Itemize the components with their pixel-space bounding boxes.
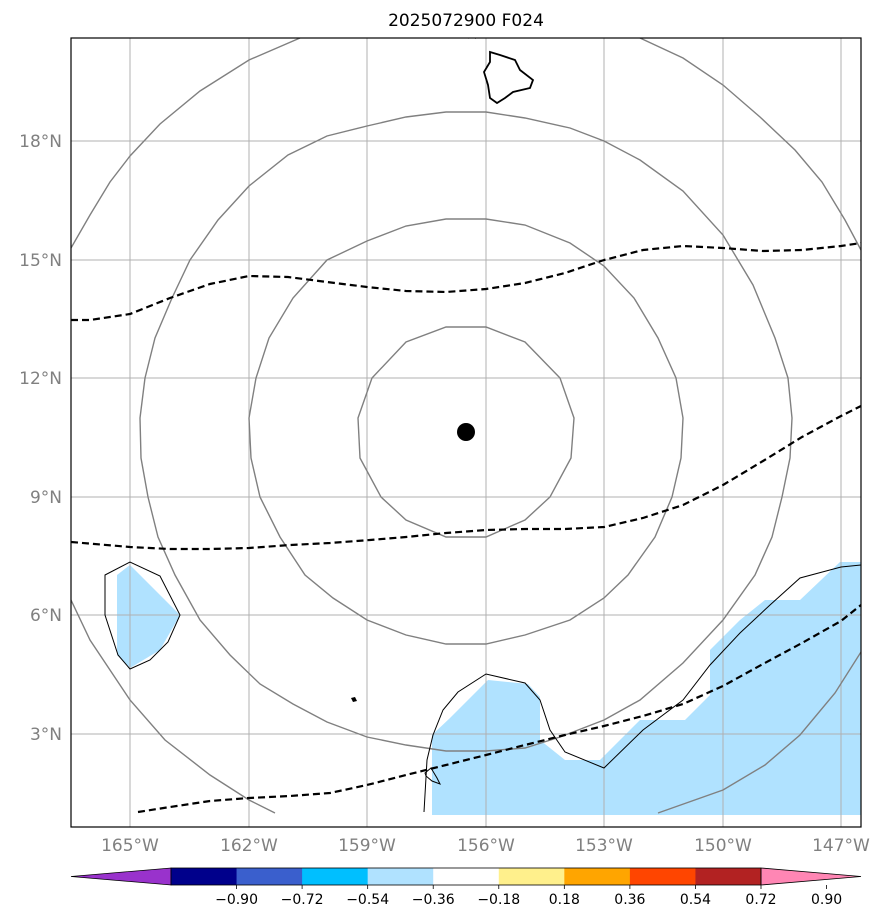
colorbar-extend-high [760,867,862,886]
lat-label: 12°N [19,369,62,389]
lon-axis: 165°W 162°W 159°W 156°W 153°W 150°W 147°… [101,836,870,856]
colorbar-segment [171,868,238,885]
lat-label: 3°N [30,725,62,745]
lon-label: 162°W [220,836,278,856]
dashed-contours [71,241,861,814]
colorbar-tick-label: −0.18 [477,892,520,908]
colorbar-outline [170,867,762,886]
map-frame [70,37,862,828]
dashed-contour-south [137,604,861,814]
contour-ring-4 [71,38,301,249]
map-plot-area [71,38,861,827]
lat-label: 9°N [30,488,62,508]
contour-ring-5b [657,651,861,814]
colorbar-segment [433,868,500,885]
contour-ring-3 [139,111,793,752]
storm-center-marker [457,423,475,441]
lat-label: 15°N [19,251,62,271]
colorbar-tick-label: −0.54 [346,892,389,908]
lon-label: 165°W [101,836,159,856]
colorbar-tick-label: −0.90 [215,892,258,908]
colorbar-tick-label: 0.72 [745,892,776,908]
colorbar-segment [236,868,303,885]
small-atoll-icon [351,697,357,702]
colorbar-tick-label: 0.18 [549,892,580,908]
colorbar: −0.90 −0.72 −0.54 −0.36 −0.18 0.18 0.36 0.54 0.7… [70,867,862,908]
lon-label: 153°W [575,836,633,856]
lon-label: 150°W [694,836,752,856]
colorbar-segment [629,868,696,885]
lon-label: 147°W [812,836,870,856]
dashed-contour-north [71,241,861,322]
anomaly-fill-south [432,562,861,815]
lon-label: 156°W [457,836,515,856]
small-island-south [424,767,442,785]
colorbar-segment [367,868,434,885]
contour-ring-2 [248,218,684,645]
contour-ring-4b [639,38,861,251]
chart-title: 2025072900 F024 [388,11,544,31]
lat-label: 6°N [30,606,62,626]
coastline-west [104,561,181,670]
colorbar-tick-label: 0.36 [614,892,645,908]
hawaii-island [483,50,535,105]
colorbar-tick-label: 0.90 [811,892,842,908]
contour-ring-1 [357,326,575,538]
grid-lines [71,38,861,827]
anomaly-fill-west [117,565,180,668]
lon-label: 159°W [338,836,396,856]
colorbar-tick-label: 0.54 [680,892,711,908]
colorbar-tick-label: −0.72 [281,892,324,908]
coastlines [104,561,861,813]
contour-ring-5 [71,599,276,814]
pressure-contours [71,38,861,814]
colorbar-segment [695,868,762,885]
lat-axis: 18°N 15°N 12°N 9°N 6°N 3°N [19,132,62,745]
colorbar-segment [302,868,369,885]
colorbar-extend-low [70,867,172,886]
coastline-south [423,564,861,813]
colorbar-segment [498,868,565,885]
colorbar-tick-label: −0.36 [412,892,455,908]
lat-label: 18°N [19,132,62,152]
colorbar-segment [564,868,631,885]
